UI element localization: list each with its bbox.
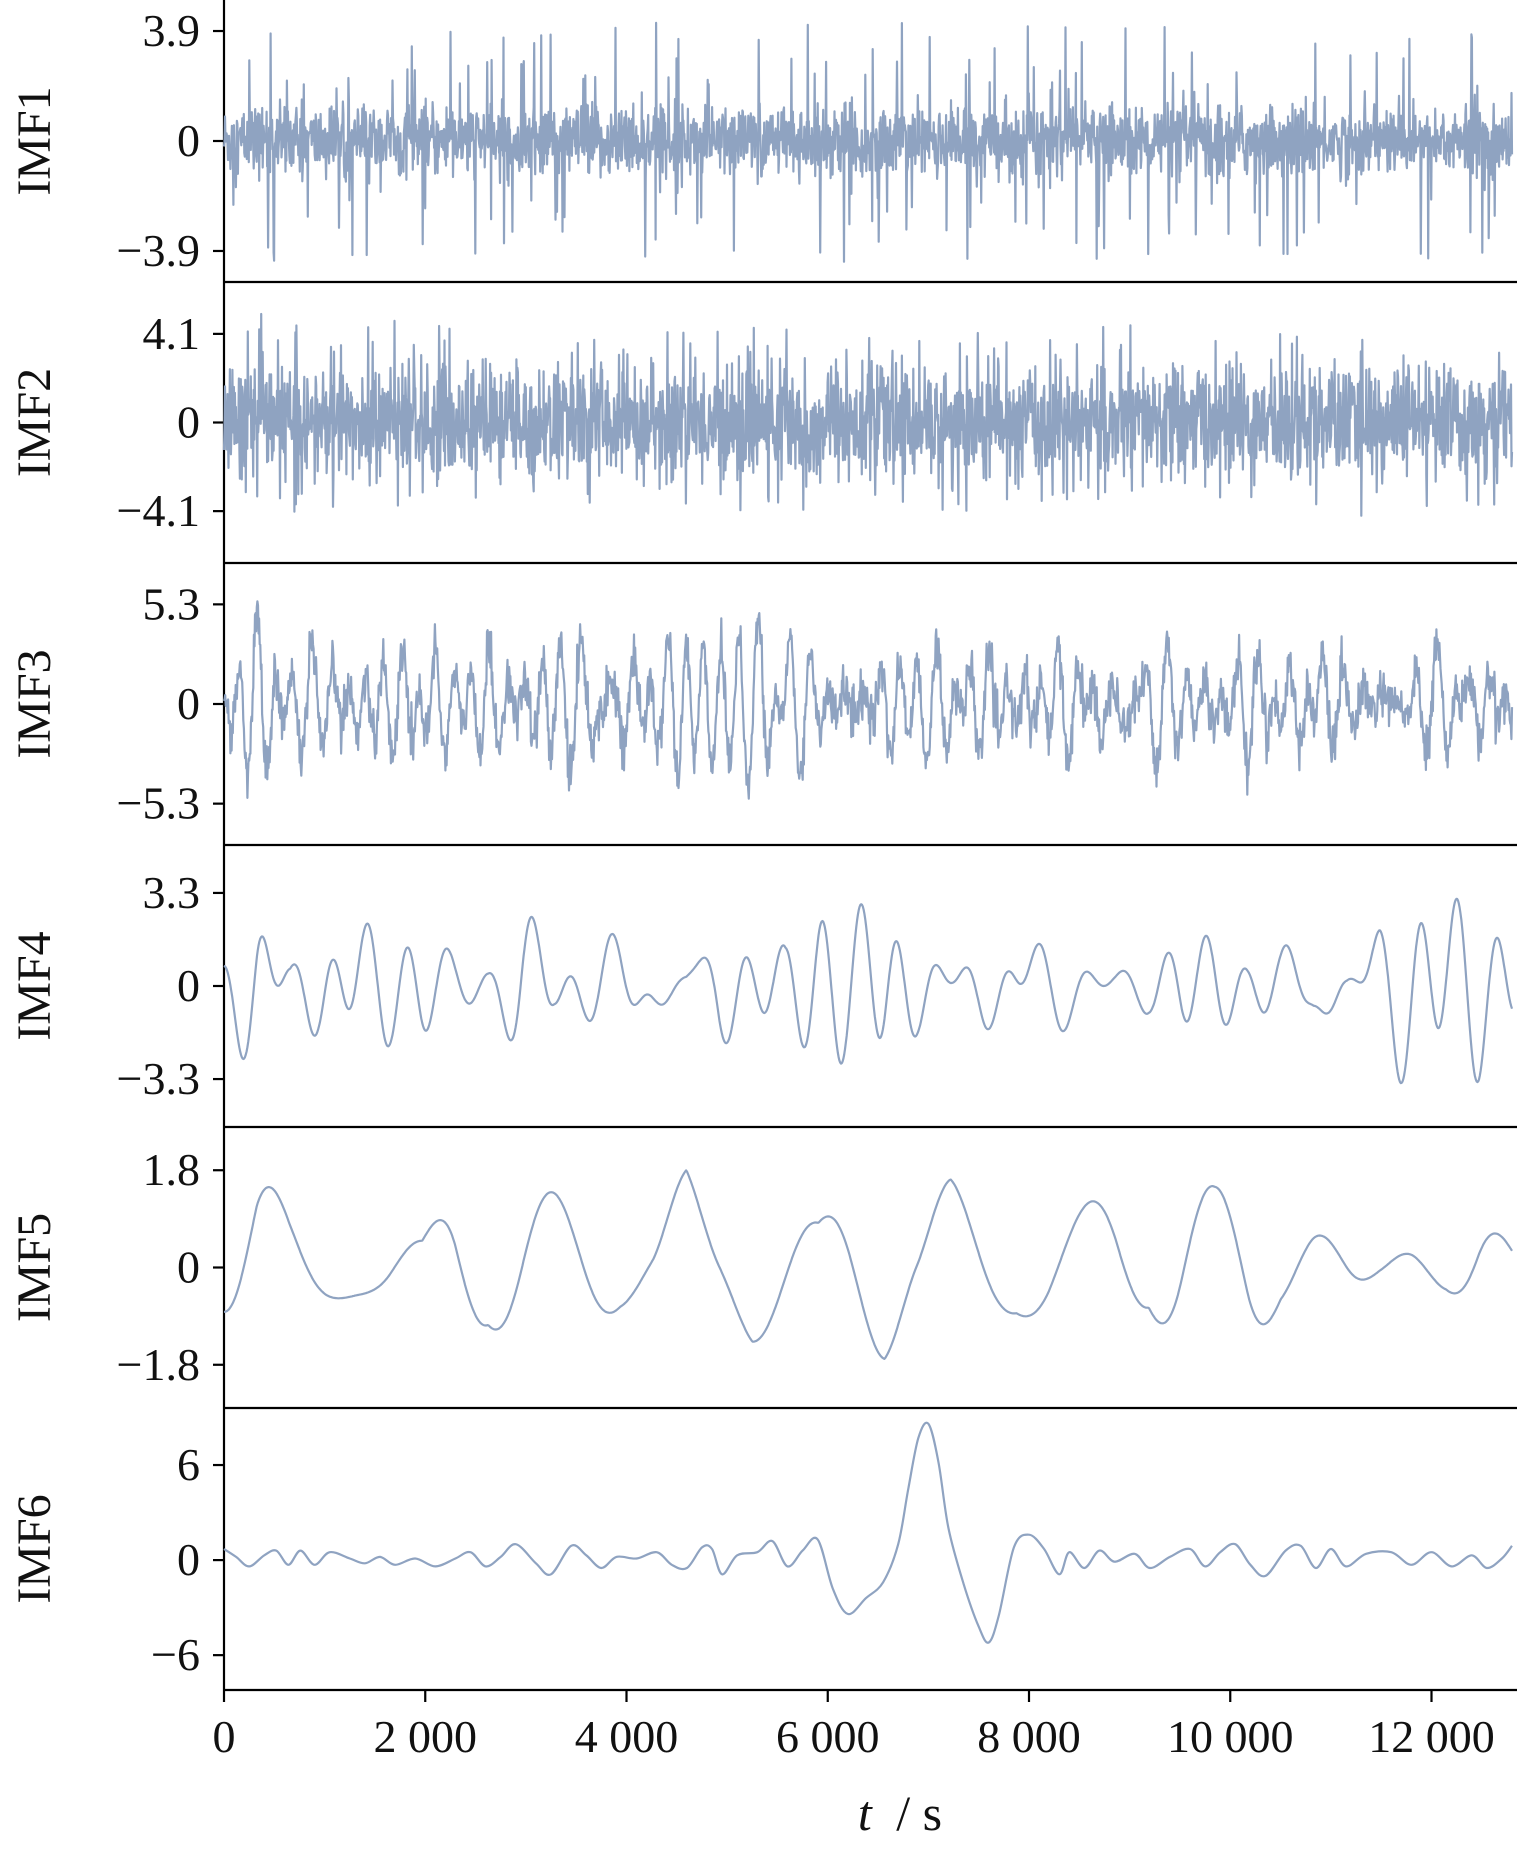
y-tick-label: 1.8 xyxy=(143,1144,201,1195)
y-tick-label: 5.3 xyxy=(143,578,201,629)
panel-imf3: 5.3 0 −5.3 IMF3 xyxy=(8,563,1517,847)
panel-label: IMF5 xyxy=(8,1213,61,1322)
series-line-imf2 xyxy=(222,312,1514,517)
panel-imf2: 4.1 0 −4.1 IMF2 xyxy=(8,282,1517,565)
panel-label: IMF2 xyxy=(8,368,61,477)
panel-imf6: 6 0 −6 IMF6 xyxy=(8,1408,1517,1692)
x-axis-label-variable: t xyxy=(858,1785,873,1841)
panel-label: IMF4 xyxy=(8,931,61,1040)
panel-label: IMF6 xyxy=(8,1494,61,1603)
y-tick-label: 3.9 xyxy=(143,5,201,56)
y-tick-label: 4.1 xyxy=(143,308,201,359)
y-tick-label: 0 xyxy=(177,1242,200,1293)
panel-label: IMF3 xyxy=(8,649,61,758)
y-tick-label: 0 xyxy=(177,960,200,1011)
series-line-imf5 xyxy=(223,1169,1513,1360)
series-line-imf4 xyxy=(223,897,1514,1085)
y-tick-label: −3.9 xyxy=(117,225,200,276)
y-tick-label: −3.3 xyxy=(117,1053,200,1104)
x-tick-label: 0 xyxy=(213,1711,236,1762)
panel-imf4: 3.3 0 −3.3 IMF4 xyxy=(8,845,1517,1129)
x-axis-label-unit: / s xyxy=(896,1785,942,1841)
x-tick-label: 2 000 xyxy=(374,1711,478,1762)
y-tick-label: 6 xyxy=(177,1439,200,1490)
x-axis: 0 2 000 4 000 6 000 8 000 10 000 12 000 xyxy=(213,1690,1495,1762)
x-tick-label: 4 000 xyxy=(575,1711,679,1762)
y-tick-label: −1.8 xyxy=(117,1339,200,1390)
y-tick-label: −5.3 xyxy=(117,778,200,829)
series-line-imf6 xyxy=(223,1421,1513,1644)
y-tick-label: 0 xyxy=(177,115,200,166)
y-tick-label: 0 xyxy=(177,1534,200,1585)
x-tick-label: 12 000 xyxy=(1368,1711,1495,1762)
y-tick-label: 0 xyxy=(177,397,200,448)
panel-imf1: 3.9 0 −3.9 IMF1 xyxy=(8,0,1517,284)
y-tick-label: 0 xyxy=(177,678,200,729)
chart-panels: 3.9 0 −3.9 IMF1 4.1 0 −4.1 IMF2 5.3 0 −5.3 IMF3 3.3 0… xyxy=(8,0,1517,1692)
x-axis-label: t / s xyxy=(858,1785,942,1841)
x-tick-label: 10 000 xyxy=(1167,1711,1294,1762)
y-tick-label: −4.1 xyxy=(117,485,200,536)
panel-imf5: 1.8 0 −1.8 IMF5 xyxy=(8,1127,1517,1410)
series-line-imf1 xyxy=(222,21,1514,263)
series-line-imf3 xyxy=(222,600,1514,800)
x-tick-label: 8 000 xyxy=(977,1711,1081,1762)
y-tick-label: 3.3 xyxy=(143,867,201,918)
panel-label: IMF1 xyxy=(8,86,61,195)
y-tick-label: −6 xyxy=(151,1629,200,1680)
x-tick-label: 6 000 xyxy=(776,1711,880,1762)
